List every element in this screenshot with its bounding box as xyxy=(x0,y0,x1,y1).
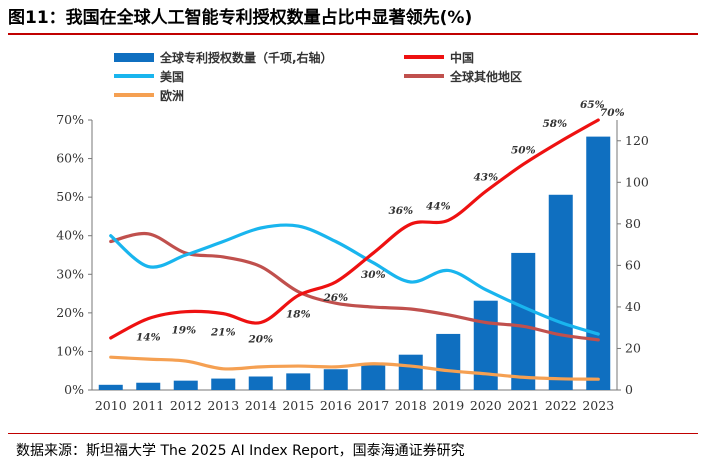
x-tick-label: 2014 xyxy=(245,398,277,413)
right-tick-label: 80 xyxy=(625,216,641,231)
right-tick-label: 20 xyxy=(625,340,641,355)
left-tick-label: 20% xyxy=(56,305,84,320)
china-data-label: 36% xyxy=(388,205,413,217)
bar xyxy=(361,365,386,390)
x-tick-label: 2022 xyxy=(545,398,577,413)
bar xyxy=(323,369,348,390)
bar xyxy=(211,378,236,390)
x-tick-label: 2016 xyxy=(320,398,352,413)
left-tick-label: 40% xyxy=(56,228,84,243)
x-tick-label: 2023 xyxy=(582,398,614,413)
bar xyxy=(248,376,273,390)
bar xyxy=(136,382,161,390)
x-tick-label: 2012 xyxy=(170,398,202,413)
china-data-label: 58% xyxy=(542,118,567,130)
series-line-1 xyxy=(109,223,600,336)
left-tick-label: 30% xyxy=(56,266,84,281)
left-tick-label: 50% xyxy=(56,189,84,204)
legend-swatch-bar xyxy=(114,53,154,62)
china-data-label: 30% xyxy=(361,269,386,281)
china-data-label: 50% xyxy=(511,144,536,156)
series-line-3 xyxy=(109,355,600,381)
right-tick-label: 40 xyxy=(625,299,641,314)
china-data-label: 43% xyxy=(473,171,498,183)
china-data-label: 21% xyxy=(210,327,236,339)
left-tick-label: 10% xyxy=(56,343,84,358)
bar-series xyxy=(98,136,611,390)
line-series xyxy=(109,118,600,381)
x-tick-label: 2021 xyxy=(507,398,539,413)
legend: 全球专利授权数量（千项,右轴） 中国 美国 全球其他地区 欧洲 xyxy=(114,50,522,103)
china-data-label: 14% xyxy=(136,332,161,344)
source-note: 数据来源：斯坦福大学 The 2025 AI Index Report，国泰海通… xyxy=(16,443,465,459)
x-tick-label: 2013 xyxy=(207,398,239,413)
bar xyxy=(98,384,123,390)
series-line-0 xyxy=(109,118,600,340)
bar xyxy=(436,333,461,390)
x-tick-label: 2018 xyxy=(395,398,427,413)
bar xyxy=(286,373,311,390)
china-data-label: 19% xyxy=(171,325,196,337)
right-tick-label: 0 xyxy=(625,382,633,397)
china-data-label: 20% xyxy=(247,334,273,346)
left-tick-label: 0% xyxy=(64,382,84,397)
right-tick-label: 60 xyxy=(625,257,641,272)
bar xyxy=(398,354,423,390)
bar xyxy=(511,252,536,390)
bar xyxy=(473,300,498,390)
bar xyxy=(548,194,573,390)
figure-title: 图11：我国在全球人工智能专利授权数量占比中显著领先(%) xyxy=(8,8,473,28)
china-data-label: 44% xyxy=(426,200,451,212)
left-tick-label: 60% xyxy=(56,151,84,166)
x-tick-label: 2019 xyxy=(432,398,464,413)
legend-label-us: 美国 xyxy=(160,69,184,84)
china-data-label: 26% xyxy=(322,292,348,304)
source-rule xyxy=(8,433,698,434)
left-tick-label: 70% xyxy=(56,112,84,127)
title-rule xyxy=(8,33,698,35)
bar xyxy=(586,136,611,390)
x-tick-label: 2011 xyxy=(132,398,164,413)
right-tick-label: 100 xyxy=(625,174,649,189)
legend-label-europe: 欧洲 xyxy=(160,88,184,103)
data-labels: 14% 19% 21% 20% 18% 26% 30% 36% 44% 43% 50% 58% 65%7… xyxy=(136,99,625,346)
x-tick-label: 2010 xyxy=(95,398,127,413)
china-data-label: 18% xyxy=(286,309,311,321)
x-tick-label: 2020 xyxy=(470,398,502,413)
legend-label-bar: 全球专利授权数量（千项,右轴） xyxy=(159,50,333,65)
right-tick-label: 120 xyxy=(625,133,649,148)
axes: 0% 10% 20% 30% 40% 50% 60% 70% 0 20 40 60 80 100 120 20… xyxy=(56,112,649,413)
chart-area: 全球专利授权数量（千项,右轴） 中国 美国 全球其他地区 欧洲 0% 10% 20%… xyxy=(56,50,649,413)
legend-label-rest: 全球其他地区 xyxy=(449,69,522,84)
bar xyxy=(173,380,198,390)
china-end-label: 70% xyxy=(600,107,625,119)
x-tick-label: 2015 xyxy=(282,398,314,413)
china-data-label: 65% xyxy=(580,99,605,111)
legend-label-china: 中国 xyxy=(450,50,474,65)
x-tick-label: 2017 xyxy=(357,398,389,413)
